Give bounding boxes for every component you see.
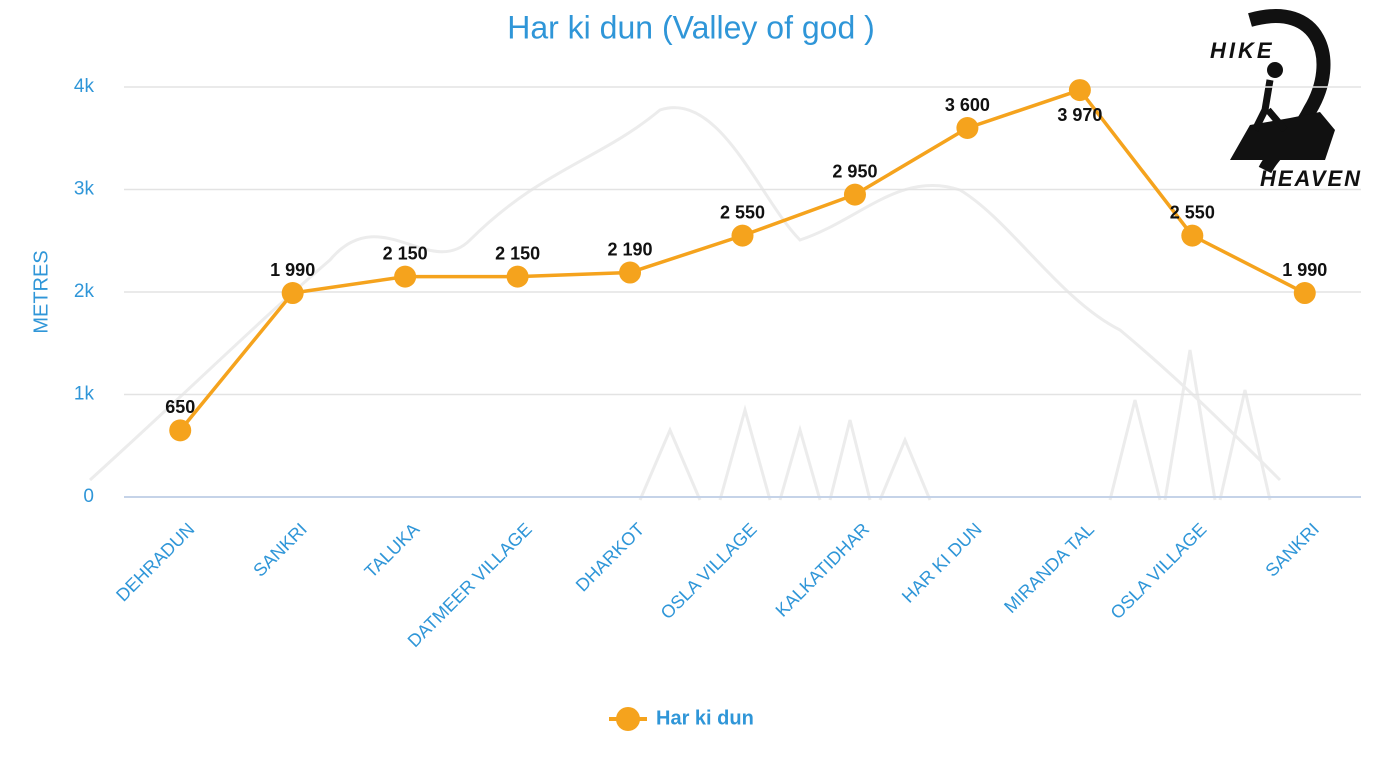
data-label: 1 990 <box>1282 260 1327 280</box>
data-label: 2 950 <box>832 161 877 181</box>
logo-text: HIKE <box>1210 38 1275 63</box>
x-tick-label: OSLA VILLAGE <box>657 519 761 623</box>
x-tick-label: SANKRI <box>1261 519 1323 581</box>
logo-hiker <box>1267 62 1283 78</box>
x-tick-label: HAR KI DUN <box>898 519 986 607</box>
chart-title: Har ki dun (Valley of god ) <box>507 9 875 45</box>
y-axis-title: METRES <box>30 250 52 333</box>
legend-label: Har ki dun <box>656 707 754 729</box>
data-point <box>956 117 979 139</box>
data-point <box>843 183 866 206</box>
data-point <box>619 261 642 284</box>
x-tick-label: KALKATIDHAR <box>772 519 874 621</box>
data-point <box>281 282 304 305</box>
y-tick-label: 0 <box>83 486 94 507</box>
data-label: 2 190 <box>608 239 653 259</box>
data-label: 1 990 <box>270 260 315 280</box>
logo: HIKE HEAVEN <box>1210 9 1362 191</box>
data-point <box>1068 79 1091 102</box>
data-point <box>1181 224 1204 247</box>
y-tick-label: 4k <box>74 76 95 97</box>
logo-text: HEAVEN <box>1260 166 1362 191</box>
data-point <box>731 224 754 247</box>
series-line <box>178 88 1306 432</box>
data-point <box>394 265 417 288</box>
x-tick-label: DHARKOT <box>572 519 648 595</box>
data-label: 3 600 <box>945 95 990 115</box>
logo-rock <box>1230 112 1335 160</box>
data-point <box>506 265 529 288</box>
x-tick-label: DEHRADUN <box>112 519 198 605</box>
data-label: 2 150 <box>495 243 540 263</box>
logo-hiker-body <box>1251 79 1288 133</box>
data-point <box>1293 282 1316 305</box>
data-label: 2 550 <box>1170 202 1215 222</box>
y-tick-label: 1k <box>74 384 95 405</box>
y-tick-label: 3k <box>74 179 95 200</box>
data-label: 650 <box>165 397 195 417</box>
x-tick-label: DATMEER VILLAGE <box>404 519 536 651</box>
background-mountains <box>88 106 1282 501</box>
data-point <box>169 419 192 442</box>
x-tick-label: MIRANDA TAL <box>1000 519 1098 617</box>
x-tick-label: SANKRI <box>249 519 311 581</box>
legend-marker <box>616 707 640 731</box>
data-label: 2 150 <box>383 243 428 263</box>
x-tick-label: TALUKA <box>361 519 424 582</box>
data-label: 3 970 <box>1057 105 1102 125</box>
x-tick-label: OSLA VILLAGE <box>1107 519 1211 623</box>
data-label: 2 550 <box>720 202 765 222</box>
y-tick-label: 2k <box>74 281 95 302</box>
